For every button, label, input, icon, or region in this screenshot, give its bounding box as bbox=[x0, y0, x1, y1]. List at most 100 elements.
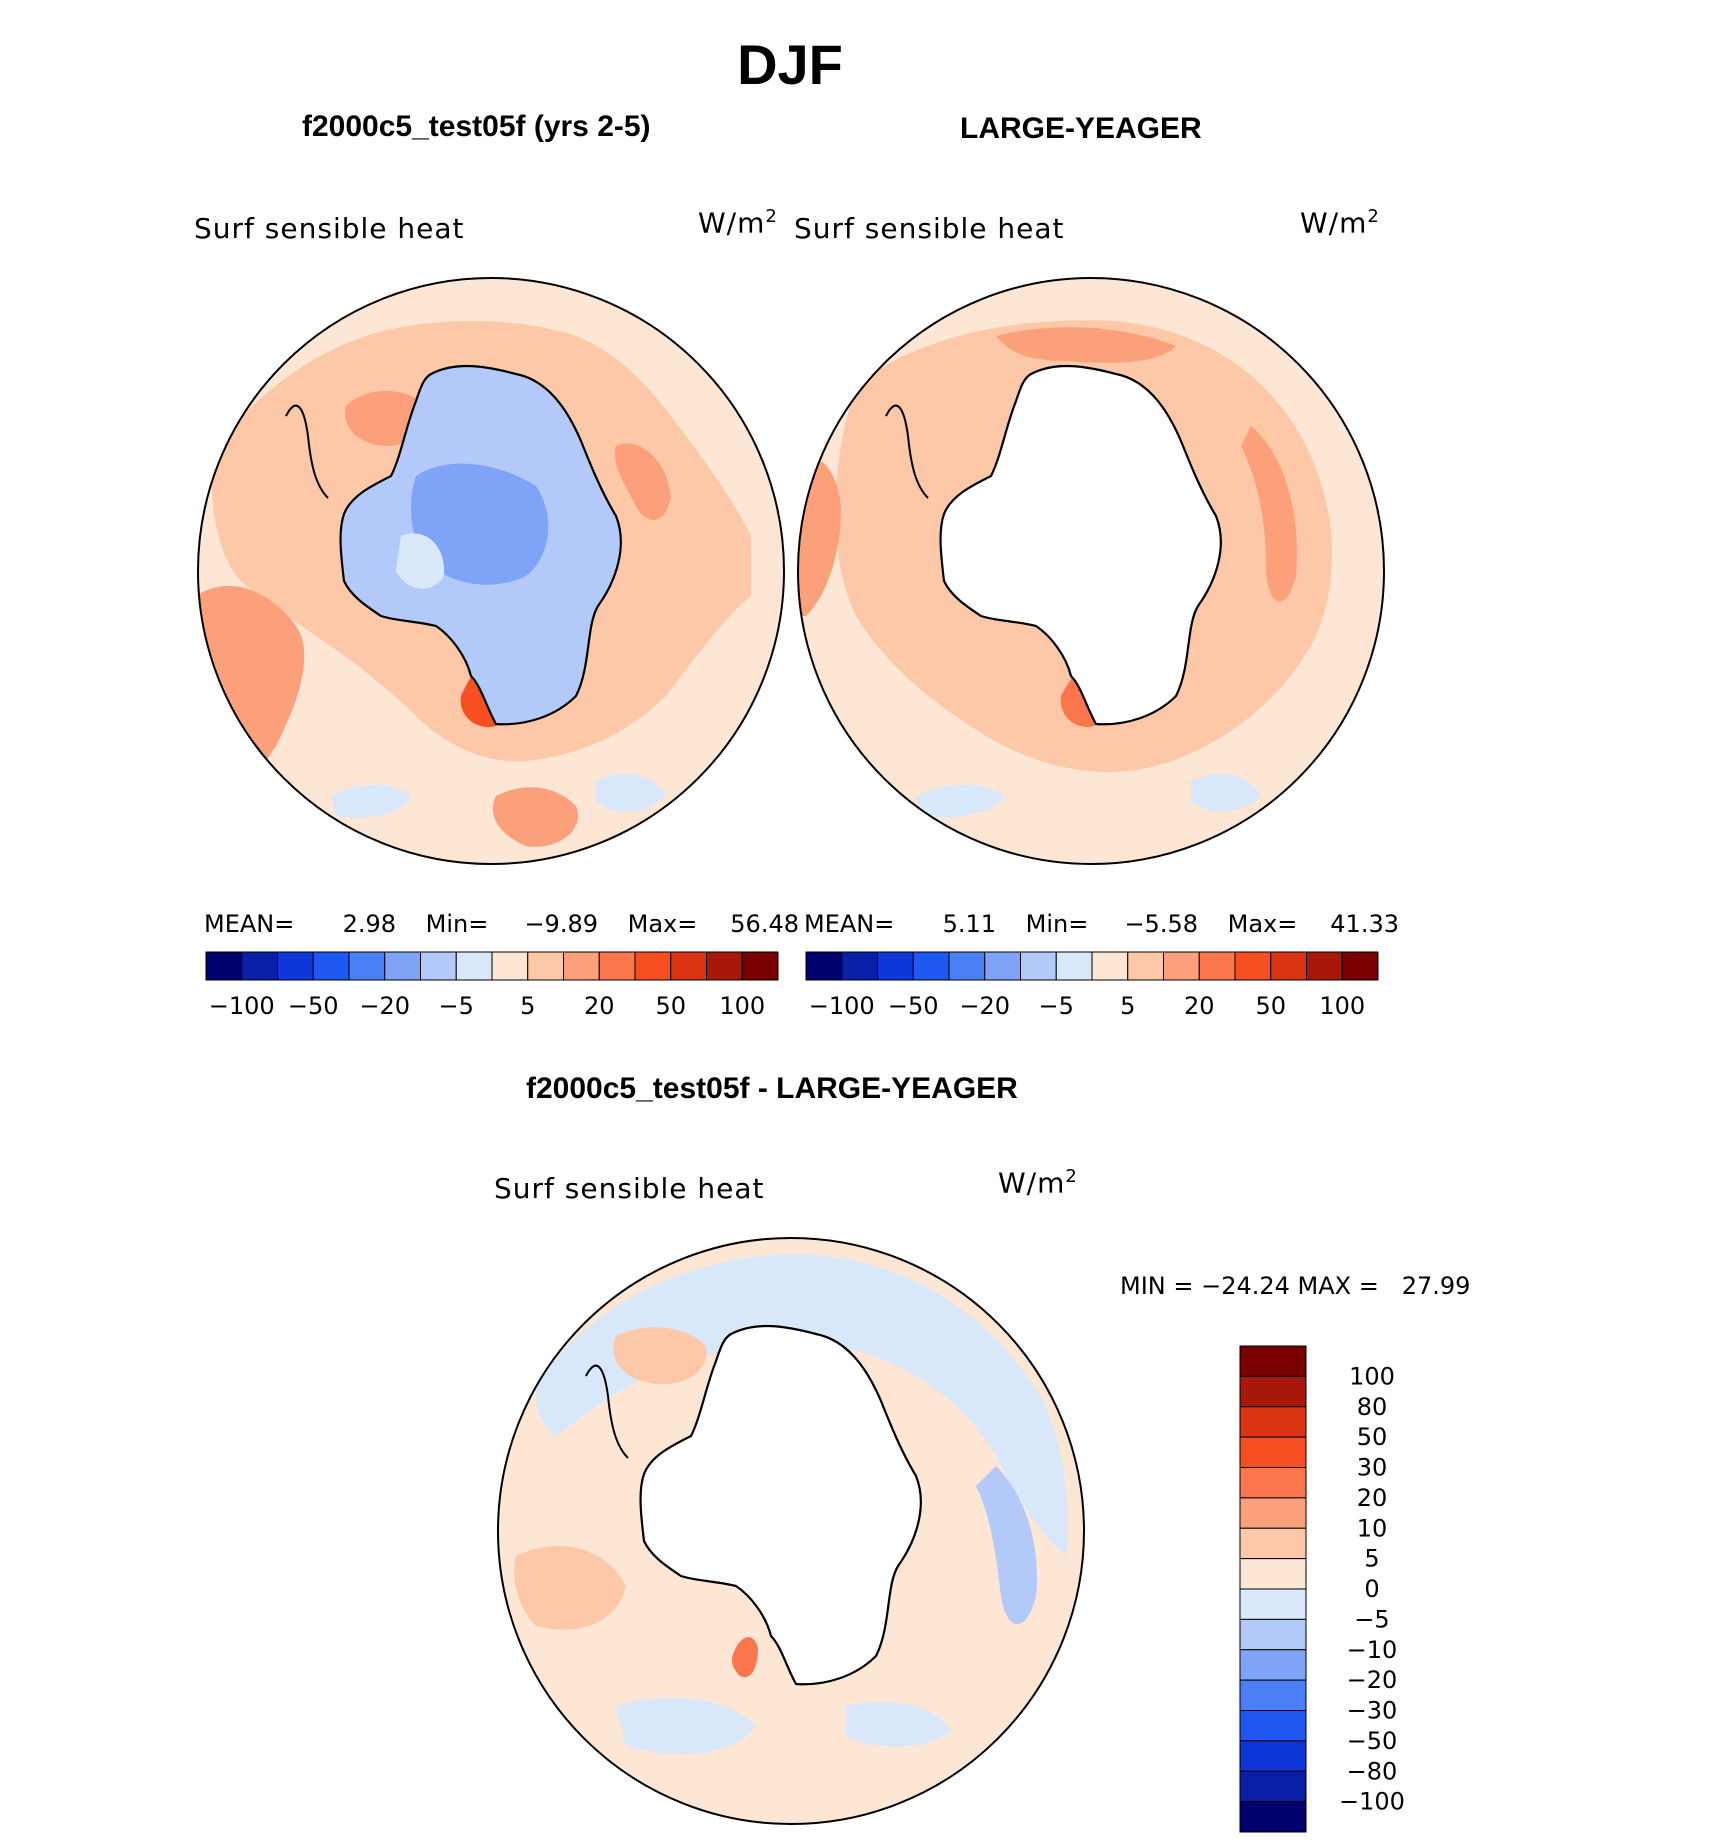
colorbar-tick-label: 5 bbox=[520, 992, 535, 1020]
colorbar-swatch bbox=[491, 951, 529, 981]
colorbar-swatch bbox=[1020, 951, 1057, 981]
colorbar-tick-label: 50 bbox=[655, 992, 686, 1020]
colorbar-swatch bbox=[1239, 1345, 1307, 1377]
antarctic-peninsula bbox=[585, 1364, 629, 1459]
colorbar-tick-label: −50 bbox=[888, 992, 939, 1020]
ocean-field-cool-south bbox=[616, 1697, 756, 1755]
colorbar-tick-label: −50 bbox=[288, 992, 339, 1020]
colorbar-swatch bbox=[634, 951, 672, 981]
colorbar-swatch bbox=[1270, 951, 1307, 981]
antarctic-peninsula bbox=[285, 404, 329, 499]
colorbar-tick-label: 30 bbox=[1357, 1454, 1388, 1482]
colorbar-tick-label: −5 bbox=[1039, 992, 1074, 1020]
colorbar-tick-label: −20 bbox=[359, 992, 410, 1020]
colorbar-swatch bbox=[598, 951, 636, 981]
colorbar-swatch bbox=[1239, 1770, 1307, 1803]
colorbar-swatch bbox=[1239, 1436, 1307, 1468]
colorbar-swatch bbox=[1091, 951, 1129, 981]
colorbar-tick-label: 50 bbox=[1357, 1423, 1388, 1451]
ocean-field-cool-se bbox=[846, 1702, 951, 1747]
panel-2-title: LARGE-YEAGER bbox=[960, 112, 1202, 145]
colorbar-tick-label: 80 bbox=[1357, 1393, 1388, 1421]
panel-2-units: W/m2 bbox=[1300, 206, 1380, 240]
colorbar-swatch bbox=[1127, 951, 1164, 981]
ocean-field-cold-east bbox=[976, 1466, 1037, 1625]
colorbar-swatch bbox=[984, 951, 1021, 981]
colorbar-tick-label: −20 bbox=[959, 992, 1010, 1020]
colorbar-tick-label: −10 bbox=[1347, 1636, 1398, 1664]
antarctica-coastline bbox=[639, 1324, 922, 1686]
colorbar-swatch bbox=[841, 951, 878, 981]
colorbar-tick-label: 100 bbox=[1349, 1362, 1395, 1390]
ocean-field-cool-s bbox=[916, 784, 1006, 818]
colorbar-tick-label: 10 bbox=[1357, 1514, 1388, 1542]
colorbar-swatch bbox=[1239, 1801, 1307, 1833]
ocean-field-cool-se bbox=[1191, 773, 1261, 812]
colorbar-tick-label: −30 bbox=[1347, 1697, 1398, 1725]
panel-1-map bbox=[197, 277, 785, 865]
colorbar-tick-label: −5 bbox=[1354, 1605, 1389, 1633]
colorbar-swatch bbox=[1239, 1618, 1307, 1651]
ocean-field-hot-east bbox=[1241, 426, 1297, 602]
colorbar-swatch bbox=[741, 951, 779, 981]
colorbar-swatch bbox=[1239, 1527, 1307, 1560]
colorbar-tick-label: −50 bbox=[1347, 1727, 1398, 1755]
colorbar-tick-label: −5 bbox=[439, 992, 474, 1020]
colorbar-tick-label: −100 bbox=[209, 992, 275, 1020]
colorbar-swatch bbox=[706, 951, 743, 981]
colorbar-tick-label: 100 bbox=[1319, 992, 1365, 1020]
panel-2-colorbar: −100 −50 −20 −5 5 20 50 100 bbox=[805, 951, 1379, 1020]
colorbar-tick-label: 50 bbox=[1255, 992, 1286, 1020]
colorbar-swatch bbox=[1239, 1740, 1307, 1772]
panel-3-units: W/m2 bbox=[998, 1166, 1078, 1200]
ocean-field-cool-s bbox=[331, 784, 411, 818]
colorbar-swatch bbox=[1234, 951, 1272, 981]
colorbar-swatch bbox=[1239, 1558, 1307, 1590]
colorbar-swatch bbox=[912, 951, 950, 981]
map-boundary-circle bbox=[497, 1237, 1085, 1825]
colorbar-swatch bbox=[384, 951, 421, 981]
antarctica-coastline bbox=[939, 364, 1222, 726]
panel-1-colorbar: −100 −50 −20 −5 5 20 50 100 bbox=[205, 951, 779, 1020]
colorbar-swatch bbox=[1306, 951, 1343, 981]
colorbar-swatch bbox=[1163, 951, 1200, 981]
panel-3-map bbox=[497, 1237, 1085, 1825]
colorbar-swatch bbox=[312, 951, 350, 981]
page-title: DJF bbox=[737, 33, 843, 96]
colorbar-swatch bbox=[348, 951, 386, 981]
panel-1-title: f2000c5_test05f (yrs 2-5) bbox=[302, 110, 651, 143]
map-boundary-circle bbox=[797, 277, 1385, 865]
ocean-field-cool-nw bbox=[798, 278, 906, 336]
panel-1-field-label: Surf sensible heat bbox=[194, 212, 465, 245]
colorbar-swatch bbox=[277, 951, 314, 981]
ocean-field-hot-north bbox=[996, 327, 1176, 363]
colorbar-swatch bbox=[1055, 951, 1093, 981]
panel-2-map bbox=[797, 277, 1385, 865]
panel-3-title: f2000c5_test05f - LARGE-YEAGER bbox=[526, 1072, 1018, 1105]
colorbar-swatch bbox=[1239, 1467, 1307, 1499]
colorbar-tick-label: −100 bbox=[809, 992, 875, 1020]
antarctic-peninsula bbox=[885, 404, 929, 499]
ocean-field-cool-se bbox=[596, 773, 666, 812]
colorbar-tick-label: −80 bbox=[1347, 1757, 1398, 1785]
colorbar-swatch bbox=[241, 951, 278, 981]
ocean-field-hot-south bbox=[492, 787, 578, 847]
panel-2-stats: MEAN= 5.11 Min= −5.58 Max= 41.33 bbox=[804, 910, 1399, 938]
colorbar-swatch bbox=[1239, 1588, 1307, 1620]
panel-3-field-label: Surf sensible heat bbox=[494, 1172, 765, 1205]
colorbar-swatch bbox=[1239, 1497, 1307, 1529]
colorbar-swatch bbox=[205, 951, 243, 981]
antarctica-interior-cold bbox=[411, 463, 549, 585]
colorbar-tick-label: 20 bbox=[1184, 992, 1215, 1020]
colorbar-swatch bbox=[563, 951, 600, 981]
colorbar-swatch bbox=[455, 951, 493, 981]
colorbar-swatch bbox=[420, 951, 457, 981]
colorbar-swatch bbox=[527, 951, 564, 981]
ocean-field-warm-north bbox=[613, 1327, 707, 1385]
panel-1-stats: MEAN= 2.98 Min= −9.89 Max= 56.48 bbox=[204, 910, 799, 938]
map-boundary-circle bbox=[197, 277, 785, 865]
ocean-field-warm-west bbox=[514, 1546, 626, 1630]
colorbar-tick-label: 0 bbox=[1364, 1575, 1379, 1603]
colorbar-swatch bbox=[948, 951, 986, 981]
